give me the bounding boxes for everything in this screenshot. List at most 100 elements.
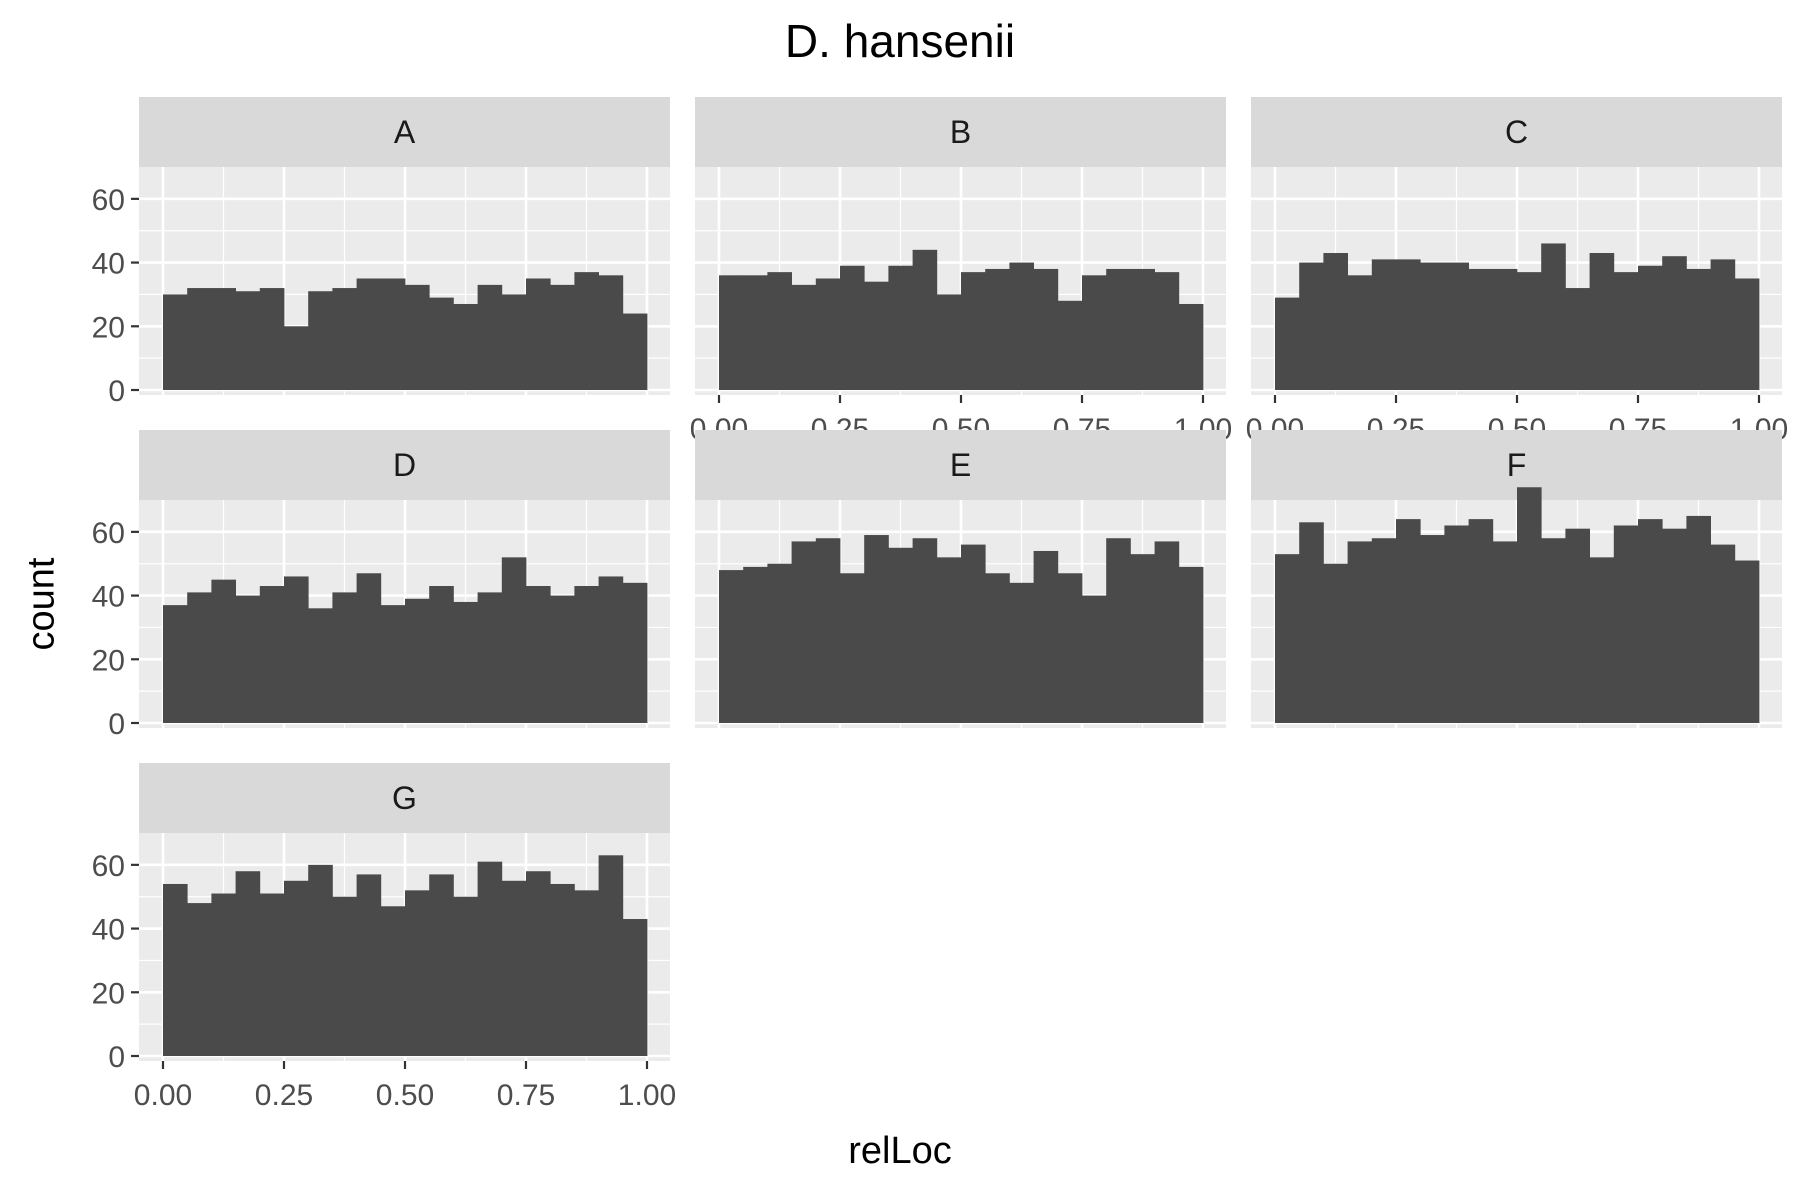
facet-panel-F: F xyxy=(1251,430,1782,728)
histogram-bar xyxy=(912,538,938,723)
x-tick-label: 0.00 xyxy=(134,1079,192,1112)
histogram-bar xyxy=(1613,525,1639,723)
facet-strip xyxy=(139,763,670,833)
histogram-bar xyxy=(1323,253,1348,390)
histogram-bar xyxy=(1662,256,1687,390)
histogram-bar xyxy=(235,871,261,1056)
histogram-bar xyxy=(1565,288,1590,390)
y-tick-label: 60 xyxy=(92,184,125,217)
histogram-bar xyxy=(888,547,913,723)
histogram-bar xyxy=(1420,535,1445,723)
facet-strip-label: D xyxy=(393,447,416,483)
facet-panel-A: A 0 20 40 60 xyxy=(92,97,670,408)
x-tick-label: 0.75 xyxy=(497,1079,555,1112)
histogram-bar xyxy=(1130,554,1155,723)
histogram-bar xyxy=(1444,525,1469,723)
y-tick-label: 20 xyxy=(92,311,125,344)
histogram-bar xyxy=(767,272,792,390)
facet-panel-C: C0.00 0.25 0.50 0.75 1.00 xyxy=(1246,97,1788,446)
histogram-bar xyxy=(743,566,768,723)
histogram-bar xyxy=(1371,259,1397,390)
histogram-bar xyxy=(1033,268,1059,390)
facet-strip xyxy=(695,97,1226,167)
histogram-bar xyxy=(791,541,817,723)
histogram-bar xyxy=(1396,259,1421,390)
facet-panel-B: B0.00 0.25 0.50 0.75 1.00 xyxy=(690,97,1232,446)
x-axis-title: relLoc xyxy=(848,1130,952,1172)
histogram-bar xyxy=(453,601,478,723)
histogram-bar xyxy=(1734,278,1760,390)
histogram-bar xyxy=(187,903,212,1056)
x-tick-label: 0.50 xyxy=(376,1079,434,1112)
histogram-bar xyxy=(356,573,382,723)
histogram-bar xyxy=(259,288,285,390)
histogram-bar xyxy=(961,272,986,390)
histogram-bar xyxy=(308,864,333,1056)
x-tick-label: 1.00 xyxy=(618,1079,676,1112)
facet-strip-label: G xyxy=(392,780,417,816)
histogram-bar xyxy=(1662,528,1687,723)
histogram-bar xyxy=(526,871,551,1056)
facet-strip xyxy=(139,97,670,167)
y-tick-label: 60 xyxy=(92,517,125,550)
histogram-bar xyxy=(187,288,212,390)
histogram-bar xyxy=(1710,544,1736,723)
histogram-bar xyxy=(259,586,285,723)
histogram-bar xyxy=(1492,268,1518,390)
y-tick-label: 40 xyxy=(92,581,125,614)
histogram-bar xyxy=(477,592,503,723)
histogram-bar xyxy=(1082,275,1107,390)
histogram-bar xyxy=(598,275,624,390)
histogram-bar xyxy=(308,291,333,390)
histogram-bar xyxy=(211,579,236,723)
histogram-bar xyxy=(1154,272,1180,390)
histogram-bar xyxy=(356,874,382,1056)
histogram-bar xyxy=(526,278,551,390)
histogram-bar xyxy=(1057,300,1083,390)
histogram-bar xyxy=(1347,275,1373,390)
histogram-bar xyxy=(1565,528,1590,723)
histogram-bar xyxy=(429,297,454,390)
histogram-bar xyxy=(284,326,309,390)
y-tick-label: 20 xyxy=(92,644,125,677)
histogram-bar xyxy=(1178,303,1204,390)
histogram-bar xyxy=(405,284,430,390)
histogram-bar xyxy=(211,893,236,1056)
histogram-bar xyxy=(1347,541,1373,723)
histogram-bar xyxy=(888,265,913,390)
histogram-bar xyxy=(1275,554,1300,723)
histogram-bar xyxy=(1589,557,1615,723)
histogram-bar xyxy=(163,294,188,390)
facet-strip-label: B xyxy=(950,114,971,150)
histogram-bar xyxy=(1009,262,1034,390)
histogram-bar xyxy=(380,906,406,1056)
histogram-bar xyxy=(791,284,817,390)
histogram-bar xyxy=(235,595,261,723)
histogram-bar xyxy=(259,893,285,1056)
histogram-bar xyxy=(1371,538,1397,723)
histogram-bar xyxy=(429,874,454,1056)
histogram-bar xyxy=(1541,538,1566,723)
histogram-bar xyxy=(187,592,212,723)
histogram-bar xyxy=(284,880,309,1056)
histogram-bar xyxy=(1033,550,1059,723)
histogram-bar xyxy=(405,598,430,723)
histogram-bar xyxy=(1009,582,1034,723)
chart-title: D. hansenii xyxy=(784,15,1016,67)
histogram-bar xyxy=(1154,541,1180,723)
y-tick-label: 60 xyxy=(92,850,125,883)
x-tick-label: 0.25 xyxy=(255,1079,313,1112)
y-tick-label: 40 xyxy=(92,914,125,947)
histogram-bar xyxy=(1299,262,1324,390)
histogram-bar xyxy=(501,880,527,1056)
histogram-bar xyxy=(308,608,333,723)
facet-strip xyxy=(1251,430,1782,500)
histogram-bar xyxy=(1638,265,1663,390)
histogram-bar xyxy=(501,557,527,723)
histogram-bar xyxy=(477,284,503,390)
histogram-bar xyxy=(719,275,744,390)
histogram-bar xyxy=(1130,268,1155,390)
histogram-bar xyxy=(380,278,406,390)
histogram-bar xyxy=(1057,573,1083,723)
y-tick-label: 0 xyxy=(108,708,125,741)
